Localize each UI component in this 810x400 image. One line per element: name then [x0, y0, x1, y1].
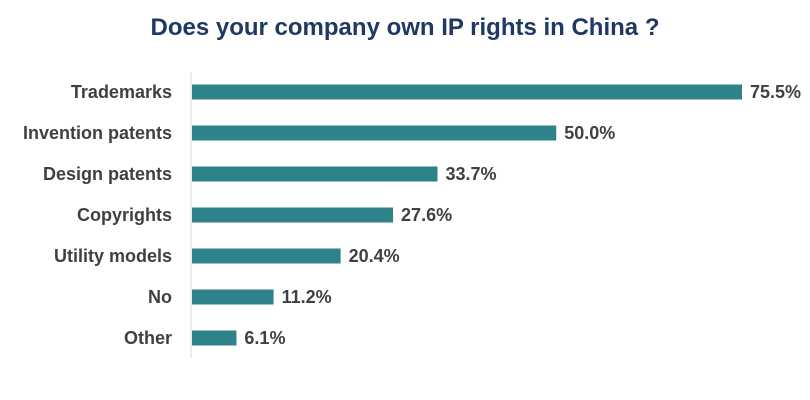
value-label: 50.0% — [564, 123, 615, 143]
bar — [192, 289, 274, 305]
value-label: 75.5% — [750, 82, 801, 102]
bar — [192, 207, 394, 223]
value-label: 33.7% — [445, 164, 496, 184]
category-label: No — [148, 287, 172, 307]
bar — [192, 330, 237, 346]
bar — [192, 248, 341, 264]
value-label: 27.6% — [401, 205, 452, 225]
bars-group: Trademarks 75.5% Invention patents 50.0% Des… — [23, 82, 801, 348]
category-label: Trademarks — [71, 82, 172, 102]
bar — [192, 125, 557, 141]
category-label: Other — [124, 328, 172, 348]
value-label: 6.1% — [244, 328, 285, 348]
bar — [192, 166, 438, 182]
value-label: 20.4% — [349, 246, 400, 266]
value-label: 11.2% — [282, 287, 332, 307]
category-label: Design patents — [43, 164, 172, 184]
category-label: Invention patents — [23, 123, 172, 143]
bar — [192, 84, 742, 100]
chart-title: Does your company own IP rights in China… — [150, 14, 660, 41]
category-label: Utility models — [54, 246, 172, 266]
category-label: Copyrights — [77, 205, 172, 225]
